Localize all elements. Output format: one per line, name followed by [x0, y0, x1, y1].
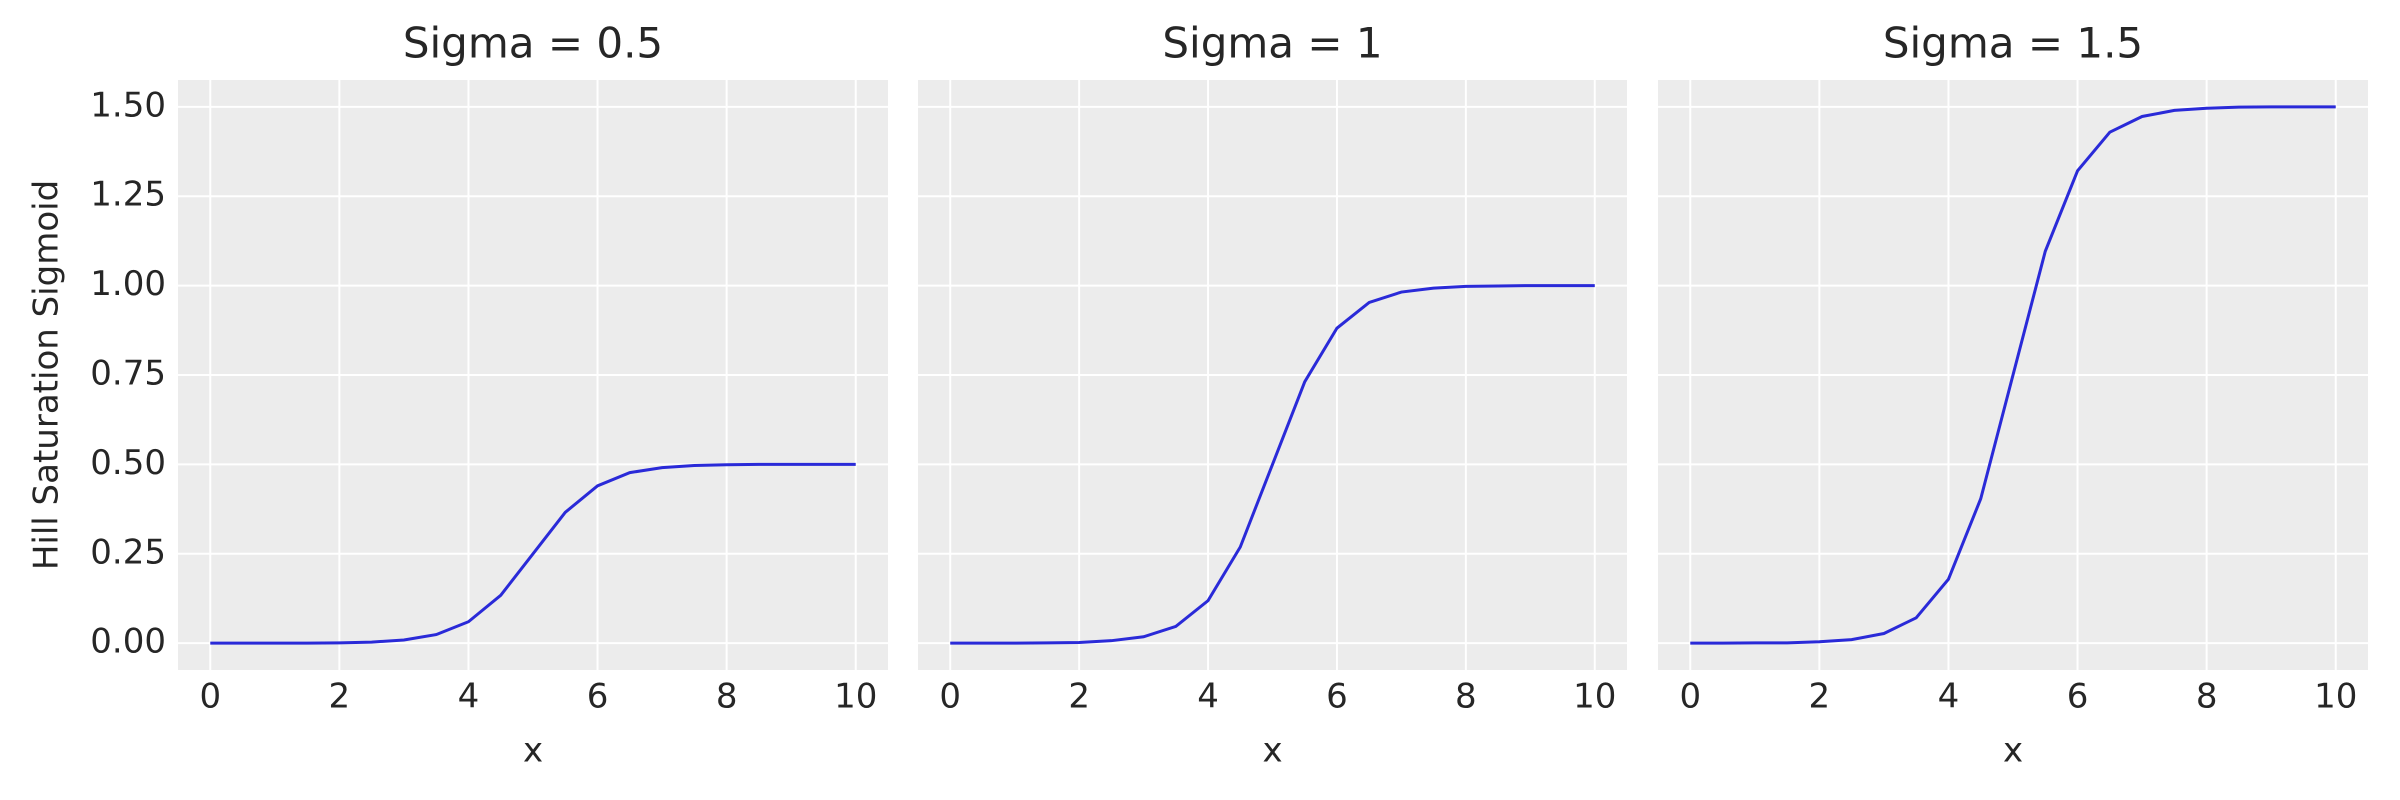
x-axis-label: x [1262, 731, 1282, 771]
x-tick-label: 0 [939, 677, 961, 717]
x-tick-label: 0 [1679, 677, 1701, 717]
y-tick-label: 1.50 [90, 85, 166, 125]
y-tick-label: 1.00 [90, 264, 166, 304]
x-tick-label: 8 [1455, 677, 1477, 717]
x-tick-label: 2 [329, 677, 351, 717]
line [950, 284, 1595, 645]
x-tick-label: 6 [1326, 677, 1348, 717]
x-tick-label: 0 [199, 677, 221, 717]
y-tick-label: 0.25 [90, 532, 166, 572]
x-tick-label: 4 [1197, 677, 1219, 717]
x-tick-label: 8 [2196, 677, 2218, 717]
y-tick-label: 1.25 [90, 175, 166, 215]
x-tick-label: 4 [1938, 677, 1960, 717]
x-tick-label: 2 [1809, 677, 1831, 717]
y-tick-label: 0.75 [90, 354, 166, 394]
line [210, 462, 856, 645]
line [1690, 105, 2336, 645]
y-tick-label: 0.50 [90, 443, 166, 483]
x-axis-label: x [523, 731, 543, 771]
y-tick-label: 0.00 [90, 622, 166, 662]
x-tick-label: 10 [1573, 677, 1616, 717]
x-tick-label: 10 [2314, 677, 2357, 717]
x-tick-label: 6 [587, 677, 609, 717]
x-tick-label: 4 [458, 677, 480, 717]
x-tick-label: 2 [1068, 677, 1090, 717]
chart-title: Sigma = 1.5 [1883, 19, 2143, 68]
x-tick-label: 6 [2067, 677, 2089, 717]
x-tick-label: 10 [834, 677, 877, 717]
y-axis-label: Hill Saturation Sigmoid [27, 180, 67, 570]
chart-title: Sigma = 0.5 [403, 19, 663, 68]
x-tick-label: 8 [716, 677, 738, 717]
x-axis-label: x [2003, 731, 2023, 771]
chart-title: Sigma = 1 [1162, 19, 1382, 68]
